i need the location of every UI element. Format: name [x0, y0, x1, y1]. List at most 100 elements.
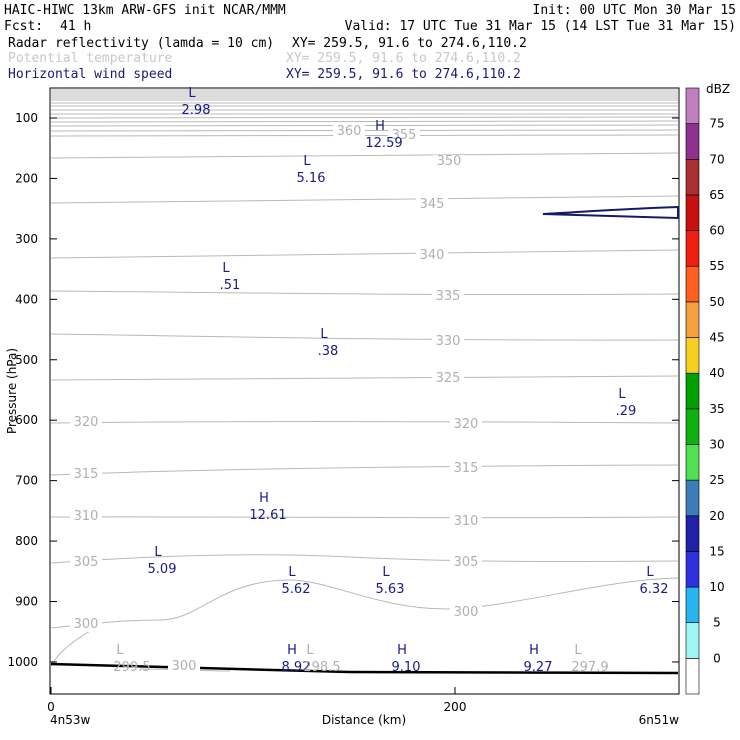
colorbar-level-label: 65: [709, 188, 724, 202]
theta-contour-label: 305: [454, 555, 479, 570]
colorbar-swatch: [685, 123, 700, 160]
colorbar-level-label: 60: [709, 224, 724, 238]
wind-extremum-type: L: [382, 565, 390, 580]
colorbar-swatch: [685, 551, 700, 588]
y-tick-label: 600: [15, 413, 38, 427]
field-name-reflectivity: Radar reflectivity (lamda = 10 cm): [8, 36, 274, 51]
wind-extremum-value: .38: [318, 344, 339, 359]
colorbar-level-label: 10: [709, 580, 724, 594]
wind-extremum-type: L: [618, 387, 626, 402]
theta-label-bg: [450, 556, 482, 570]
colorbar-level-label: 40: [709, 366, 724, 380]
wind-extremum-type: L: [320, 327, 328, 342]
theta-contour-label: 335: [436, 289, 461, 304]
field-xy-reflectivity: XY= 259.5, 91.6 to 274.6,110.2: [292, 36, 527, 51]
theta-label-bg: [433, 155, 465, 169]
theta-contour-label: 360: [337, 124, 362, 139]
wind-extremum-value: 6.32: [640, 582, 669, 597]
theta-contour-labels: 360 355 350 345 340 335 330 325 320 320 315 315 310 3…: [70, 124, 482, 674]
theta-contour-label: 340: [420, 248, 445, 263]
header-init: Init: 00 UTC Mon 30 Mar 15: [533, 3, 737, 18]
colorbar-swatch: [685, 337, 700, 374]
surface-line: [50, 662, 679, 675]
colorbar-level-label: 15: [709, 544, 724, 558]
theta-contour-label: 355: [392, 128, 417, 143]
wind-extremum-value: 5.63: [376, 582, 405, 597]
theta-label-bg: [450, 606, 482, 620]
y-tick-label: 400: [15, 292, 38, 306]
colorbar-swatch: [685, 408, 700, 445]
wind-extremum-value: 8.92: [282, 660, 311, 675]
field-name-theta: Potential temperature: [8, 51, 173, 66]
theta-label-bg: [432, 372, 464, 386]
theta-contour-label: 330: [436, 334, 461, 349]
wind-extremum-type: L: [303, 154, 311, 169]
colorbar-level-label: 30: [709, 437, 724, 451]
plot-frame: [49, 87, 680, 695]
theta-contour-label: 305: [74, 555, 99, 570]
wind-extremum-value: 12.61: [249, 508, 286, 523]
theta-label-bg: [388, 129, 420, 143]
wind-extremum-value: .29: [616, 404, 637, 419]
field-name-wind: Horizontal wind speed: [8, 67, 172, 82]
theta-contour-label: 310: [74, 509, 99, 524]
y-axis: 100 200 300 400 500 600 700 800 900 1000: [7, 111, 679, 669]
wind-extremum-type: L: [188, 86, 196, 101]
wind-extremum-type: H: [259, 491, 269, 506]
theta-label-bg: [450, 418, 482, 432]
theta-label-bg: [416, 198, 448, 212]
wind-extremum-type: H: [529, 643, 539, 658]
y-tick-label: 500: [15, 353, 38, 367]
header-fcst-value: 41 h: [60, 19, 91, 34]
y-tick-label: 800: [15, 534, 38, 548]
wind-extremum-type: H: [287, 643, 297, 658]
colorbar-level-label: 55: [709, 259, 724, 273]
theta-label-bg: [333, 125, 365, 139]
wind-extremum-type: H: [375, 119, 385, 134]
colorbar-level-label: 75: [709, 117, 724, 131]
colorbar-swatch: [685, 658, 700, 695]
wind-extremum-value: 5.09: [148, 562, 177, 577]
theta-label-bg: [432, 335, 464, 349]
theta-extremum-type: L: [306, 643, 314, 658]
wind-extremum-value: 5.16: [297, 171, 326, 186]
theta-label-bg: [168, 660, 200, 674]
field-xy-theta: XY= 259.5, 91.6 to 274.6,110.2: [286, 51, 521, 66]
theta-contour-label: 325: [436, 371, 461, 386]
wind-extremum-value: 9.10: [392, 660, 421, 675]
wind-extremum-type: L: [646, 565, 654, 580]
theta-contour-label: 300: [454, 605, 479, 620]
y-tick-label: 300: [15, 232, 38, 246]
y-axis-label: Pressure (hPa): [5, 348, 19, 434]
wind-extremum-type: L: [288, 565, 296, 580]
y-tick-label: 200: [15, 171, 38, 185]
colorbar-swatch: [685, 87, 700, 124]
wind-extremum-type: L: [222, 261, 230, 276]
colorbar-level-label: 5: [713, 616, 721, 630]
wind-extremum-type: H: [397, 643, 407, 658]
theta-label-bg: [70, 510, 102, 524]
y-tick-label: 100: [15, 111, 38, 125]
x-end-label: 6n51w: [639, 713, 680, 727]
wind-speed-contour: [542, 205, 679, 220]
colorbar-swatch: [685, 230, 700, 267]
colorbar-level-label: 45: [709, 331, 724, 345]
theta-label-bg: [450, 462, 482, 476]
theta-contour-label: 300: [172, 659, 197, 674]
header-fcst-label: Fcst:: [4, 19, 43, 34]
wind-extremum-value: 5.62: [282, 582, 311, 597]
theta-contour-label: 300: [74, 617, 99, 632]
theta-contour-label: 345: [420, 197, 445, 212]
colorbar-level-label: 50: [709, 295, 724, 309]
theta-contour-label: 315: [74, 467, 99, 482]
x-axis-label: Distance (km): [322, 713, 406, 727]
colorbar-level-label: 35: [709, 402, 724, 416]
colorbar-swatch: [685, 301, 700, 338]
theta-label-bg: [416, 249, 448, 263]
header-valid: Valid: 17 UTC Tue 31 Mar 15 (14 LST Tue …: [345, 19, 736, 34]
field-xy-wind: XY= 259.5, 91.6 to 274.6,110.2: [286, 67, 521, 82]
colorbar-swatch: [685, 479, 700, 517]
wind-extremum-value: 2.98: [182, 103, 211, 118]
theta-extremum-value: 299.5: [113, 660, 150, 675]
theta-contour-label: 350: [437, 154, 462, 169]
